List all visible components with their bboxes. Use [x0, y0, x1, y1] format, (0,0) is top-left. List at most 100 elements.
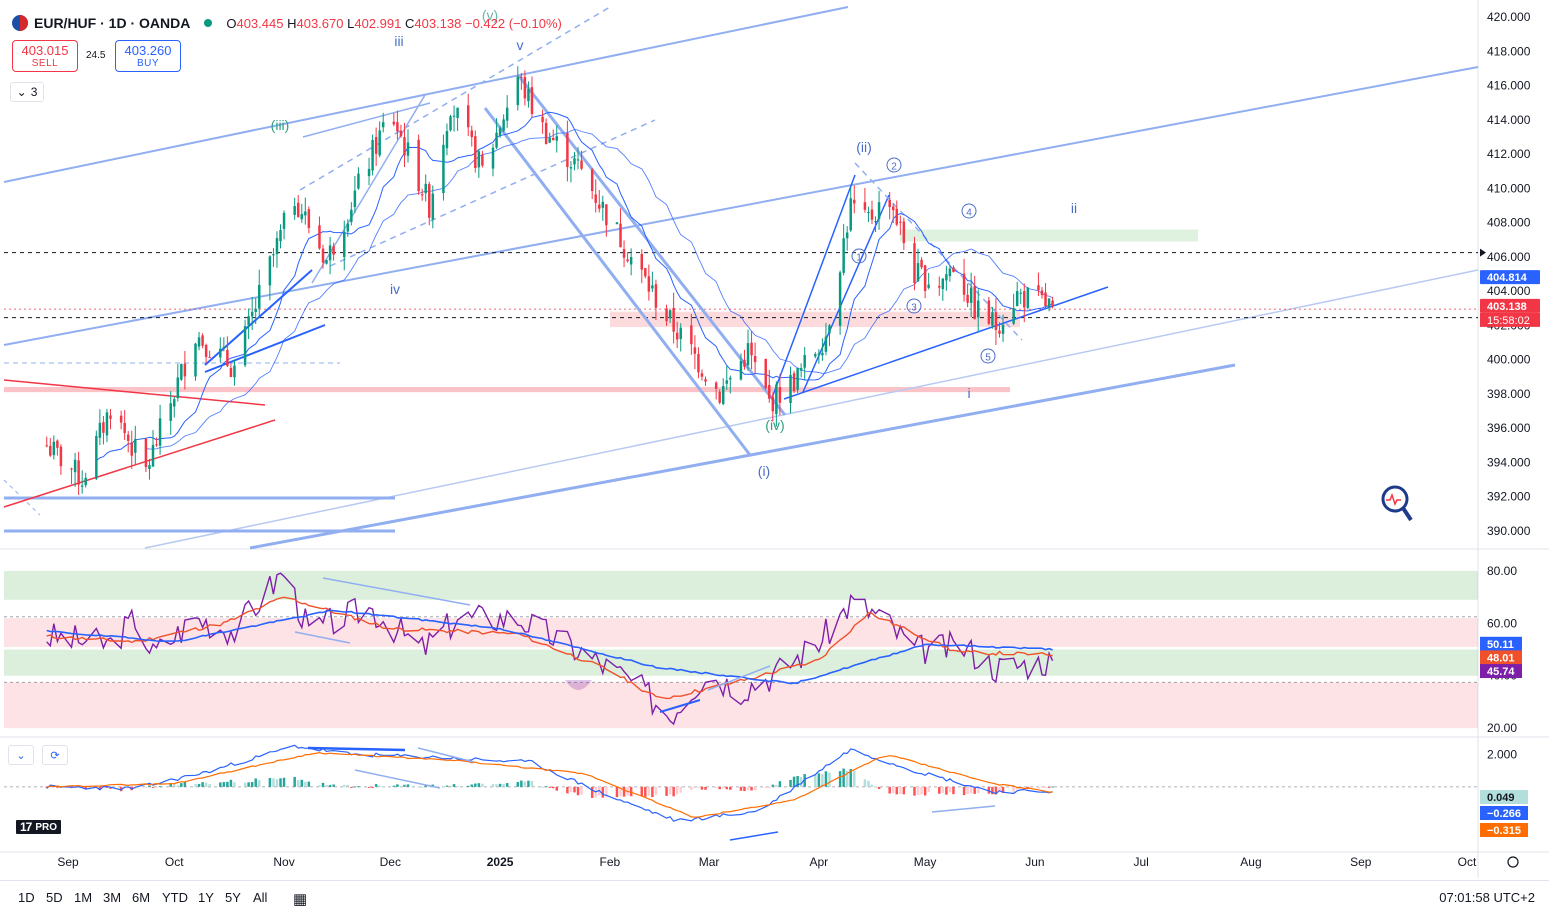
- timeframe-5d[interactable]: 5D: [46, 890, 63, 905]
- macd-histogram-bar: [406, 784, 410, 787]
- candle-body: [442, 144, 445, 194]
- price-tick-label: 412.000: [1487, 147, 1531, 161]
- candle-body: [640, 253, 644, 270]
- candle-body: [824, 336, 828, 352]
- macd-divergence-line: [931, 805, 996, 813]
- wave-label: (iii): [271, 117, 290, 133]
- candle-body: [123, 422, 126, 434]
- timeframe-5y[interactable]: 5Y: [225, 890, 241, 905]
- dashed-trend-line: [3, 479, 41, 516]
- candle-body: [527, 89, 530, 102]
- candle-body: [417, 139, 420, 192]
- open-value: 403.445: [236, 15, 284, 31]
- candle-body: [888, 199, 891, 207]
- macd-histogram-bar: [243, 782, 247, 787]
- macd-histogram-bar: [601, 786, 605, 798]
- date-range-calendar-icon[interactable]: ▦: [293, 891, 308, 908]
- pulse-icon: [1386, 492, 1401, 506]
- macd-histogram-bar: [647, 786, 651, 796]
- macd-histogram-bar: [973, 786, 976, 794]
- macd-histogram-bar: [254, 778, 257, 787]
- candle-body: [799, 368, 803, 371]
- symbol-title[interactable]: EUR/HUF · 1D · OANDA: [34, 15, 191, 31]
- macd-histogram-bar: [417, 786, 420, 788]
- macd-histogram-bar: [1001, 786, 1005, 794]
- chevron-down-icon[interactable]: ⌄: [8, 745, 34, 765]
- candle-body: [697, 354, 700, 373]
- timeframe-6m[interactable]: 6M: [132, 890, 151, 905]
- macd-histogram-bar: [169, 783, 172, 787]
- candle-body: [250, 311, 254, 317]
- macd-histogram-bar: [619, 786, 622, 797]
- price-tick-label: 400.000: [1487, 353, 1531, 367]
- clock-readout[interactable]: 07:01:58 UTC+2: [1439, 890, 1535, 905]
- candle-body: [474, 136, 477, 169]
- macd-histogram-bar: [700, 786, 704, 790]
- refresh-icon[interactable]: ⟳: [42, 745, 68, 765]
- macd-histogram-bar: [282, 777, 286, 787]
- macd-histogram-bar: [899, 786, 902, 794]
- timeframe-1m[interactable]: 1M: [74, 890, 93, 905]
- sell-button[interactable]: 403.015 SELL: [12, 40, 78, 72]
- candle-body: [845, 232, 849, 239]
- timeframe-1d[interactable]: 1D: [18, 890, 35, 905]
- candle-body: [1012, 308, 1015, 324]
- macd-histogram-bar: [477, 783, 481, 787]
- candle-body: [424, 183, 427, 194]
- time-tick-label: Apr: [810, 855, 829, 869]
- candle-body: [158, 418, 162, 446]
- candle-body: [1001, 324, 1005, 334]
- candle-body: [332, 246, 335, 255]
- candle-body: [739, 360, 743, 380]
- buy-button[interactable]: 403.260 BUY: [115, 40, 181, 72]
- timeframe-1y[interactable]: 1Y: [198, 890, 214, 905]
- candle-body: [764, 358, 767, 389]
- candle-body: [194, 343, 197, 377]
- candle-body: [700, 373, 704, 377]
- macd-histogram-bar: [814, 774, 817, 787]
- candle-body: [119, 415, 123, 423]
- timeframe-3m[interactable]: 3M: [103, 890, 122, 905]
- candle-body: [962, 273, 966, 295]
- wave-label: (i): [758, 463, 770, 479]
- wave-label: iii: [394, 33, 403, 49]
- macd-histogram-bar: [442, 786, 445, 788]
- macd-histogram-bar: [654, 786, 658, 795]
- candle-body: [987, 300, 991, 324]
- candle-body: [1026, 287, 1030, 308]
- macd-histogram-bar: [622, 786, 626, 797]
- candle-body: [126, 434, 130, 441]
- candle-body: [498, 128, 502, 136]
- timeframe-all[interactable]: All: [253, 890, 268, 905]
- wave-label: (v): [482, 7, 498, 23]
- macd-histogram-bar: [629, 786, 633, 797]
- macd-histogram-bar: [753, 786, 757, 791]
- candle-body: [151, 444, 155, 467]
- candle-body: [902, 221, 906, 244]
- macd-histogram-bar: [449, 785, 452, 787]
- candle-body: [555, 136, 559, 141]
- macd-histogram-bar: [874, 786, 877, 788]
- timeframe-ytd[interactable]: YTD: [162, 890, 188, 905]
- low-value: 402.991: [354, 15, 402, 31]
- macd-histogram-bar: [718, 786, 721, 790]
- candle-body: [173, 399, 176, 407]
- candle-body: [70, 468, 73, 470]
- candle-body: [952, 267, 955, 273]
- indicators-collapse-button[interactable]: ⌄ 3: [10, 82, 44, 102]
- candle-body: [180, 364, 183, 380]
- candle-body: [403, 137, 406, 156]
- macd-histogram-bar: [296, 780, 300, 787]
- macd-histogram-bar: [452, 784, 456, 787]
- rsi-slow-line: [46, 609, 1053, 685]
- macd-histogram-bar: [105, 786, 109, 788]
- rsi-overbought-zone: [4, 570, 1478, 600]
- candle-body: [470, 130, 474, 138]
- candle-body: [945, 274, 948, 281]
- macd-histogram-bar: [792, 776, 796, 787]
- candle-body: [204, 344, 208, 357]
- candle-body: [304, 211, 307, 216]
- rsi-slow-value-tag: 50.11: [1487, 639, 1514, 651]
- candle-body: [134, 439, 137, 453]
